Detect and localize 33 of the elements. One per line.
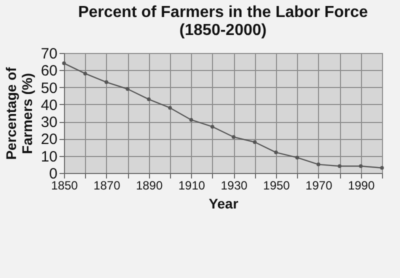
chart-title: Percent of Farmers in the Labor Force (1850-2000) [78,4,368,39]
point [126,87,130,91]
point [232,135,236,139]
x-tick-label: 1970 [306,178,333,192]
point [316,162,320,166]
y-tick-label: 70 [40,46,58,62]
point [189,118,194,122]
point [104,80,108,84]
x-tick-label: 1910 [178,178,206,192]
point [380,166,384,170]
point [295,156,300,160]
point [358,164,363,168]
point [252,140,257,144]
x-tick-label: 1930 [220,178,248,192]
y-tick-label: 40 [40,96,58,114]
x-tick-label: 1990 [348,178,375,192]
y-tick-label: 30 [40,114,58,132]
point [210,124,214,129]
x-tick-label: 1890 [136,178,163,192]
point [168,106,172,110]
point [146,97,151,102]
y-tick-label: 60 [40,62,58,80]
y-tick-label: 10 [40,148,58,166]
point [274,150,278,154]
point [62,61,66,66]
y-tick-label: 20 [40,131,58,148]
point [83,72,88,76]
x-tick-label: 1870 [94,178,121,192]
y-tick-label: 50 [40,80,58,97]
x-tick-label: 1950 [263,178,290,192]
x-axis-title: Year [208,196,239,212]
point [338,164,342,168]
y-axis-title: Percentage of Farmers (%) [2,66,35,160]
